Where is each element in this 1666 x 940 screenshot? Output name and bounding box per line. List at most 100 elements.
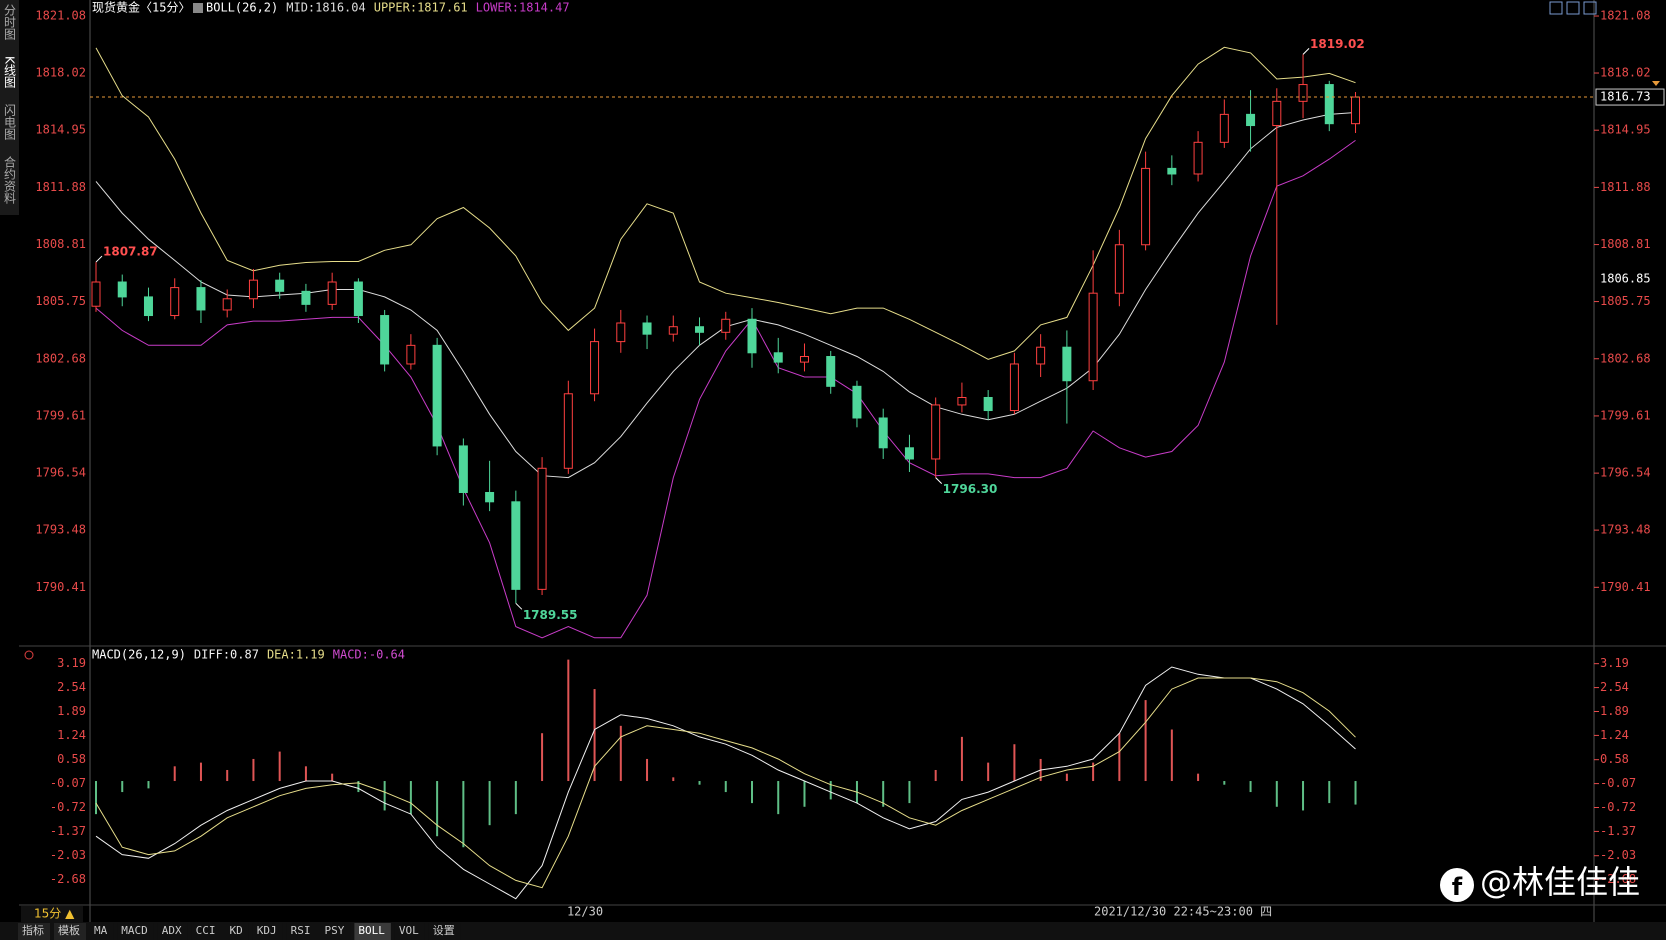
candle-body (1219, 113, 1229, 143)
macd-bar (331, 773, 334, 782)
y-tick-label: 1818.02 (35, 66, 86, 80)
macd-bar (1170, 729, 1173, 782)
annotation: 1807.87 (103, 245, 158, 259)
macd-bar (882, 781, 885, 807)
macd-bar (383, 781, 386, 811)
candle-body (458, 445, 468, 493)
macd-bar (987, 762, 990, 782)
tab[interactable]: PSY (325, 924, 345, 937)
tab[interactable]: 模板 (58, 923, 80, 937)
tab-bg[interactable] (18, 923, 50, 940)
annotation-tick (1302, 48, 1310, 55)
toolbar (0, 922, 1666, 940)
tab-bg[interactable] (191, 923, 222, 940)
macd-bar (1092, 762, 1095, 782)
candle-body (668, 326, 678, 335)
macd-bar (593, 689, 596, 782)
tab-bg[interactable] (252, 923, 283, 940)
annotation-tick (95, 255, 103, 263)
tab-bg[interactable] (286, 923, 317, 940)
macd-bar (1013, 744, 1016, 782)
header-text: BOLL(26,2) (206, 1, 278, 15)
annotation: 1819.02 (1310, 37, 1365, 51)
candle-body (485, 491, 495, 503)
tab-bg[interactable] (394, 923, 425, 940)
y-tick-label-right: 1814.95 (1600, 123, 1651, 137)
candle-body (301, 290, 311, 305)
tab[interactable]: VOL (399, 924, 419, 937)
y-tick-label-right: 2.54 (1600, 680, 1629, 694)
sidebar-tab[interactable]: 合约资料 (3, 155, 17, 204)
macd-bar (304, 766, 307, 782)
tab-bg[interactable] (225, 923, 249, 940)
tab[interactable]: CCI (196, 924, 216, 937)
header-text: DEA:1.19 (267, 648, 325, 662)
candle-body (353, 281, 363, 317)
last-price-box (1595, 88, 1665, 106)
candle-body (642, 322, 652, 335)
button[interactable] (1549, 1, 1563, 15)
macd-bar (1354, 781, 1357, 805)
header-text: LOWER:1814.47 (476, 1, 570, 15)
y-tick-label-right: 3.19 (1600, 656, 1629, 670)
candle-body (721, 318, 731, 333)
candle-body (1324, 84, 1334, 125)
period-box[interactable] (21, 906, 83, 922)
candle-body (537, 467, 547, 590)
tab[interactable]: 设置 (433, 924, 455, 937)
candle-body (773, 352, 783, 363)
tab[interactable]: KD (230, 924, 243, 937)
macd-bar (462, 781, 465, 848)
candle-body (1193, 141, 1203, 175)
candle-body (563, 393, 573, 469)
tab[interactable]: BOLL (358, 924, 385, 937)
macd-bar (95, 781, 97, 815)
candle-body (248, 279, 258, 300)
indicator-line (95, 139, 1356, 639)
tab-bg[interactable] (54, 923, 86, 940)
macd-bar (121, 781, 124, 793)
macd-bar (541, 733, 544, 782)
button[interactable] (1566, 1, 1580, 15)
tab-bg[interactable] (320, 923, 351, 940)
candle-body (852, 385, 862, 419)
tab-bg[interactable] (354, 923, 391, 940)
macd-bar (1302, 781, 1305, 811)
y-tick-label-right: 1808.81 (1600, 237, 1651, 251)
period[interactable]: 15分 ▲ (34, 907, 75, 921)
candle-body (170, 287, 180, 317)
macd-bar (934, 769, 937, 782)
header-text: MID:1816.04 (286, 1, 365, 15)
annotation: 1789.55 (523, 608, 578, 622)
macd-bar (436, 781, 439, 837)
tab[interactable]: MACD (121, 924, 148, 937)
tab-bg[interactable] (117, 923, 154, 940)
sidebar-tab[interactable]: 分时图 (3, 4, 17, 40)
candle-body (1298, 84, 1308, 102)
tab-bg[interactable] (90, 923, 114, 940)
y-tick-label: 1796.54 (35, 466, 86, 480)
y-tick-label-right: 1796.54 (1600, 466, 1651, 480)
macd-bar (908, 781, 911, 804)
tab-bg[interactable] (157, 923, 188, 940)
y-tick-label: 1.89 (57, 704, 86, 718)
tab[interactable]: RSI (291, 924, 311, 937)
tab[interactable]: KDJ (257, 924, 277, 937)
y-tick-label-right: 1821.08 (1600, 9, 1651, 23)
tab[interactable]: 指标 (22, 923, 44, 937)
tab[interactable]: ADX (162, 924, 182, 937)
tab[interactable]: MA (94, 924, 108, 937)
button[interactable] (1583, 1, 1597, 15)
annotation-tick (515, 602, 523, 610)
sidebar-tab[interactable]: K线图 (3, 56, 17, 88)
macd-bar (751, 781, 753, 804)
candle-body (143, 296, 153, 317)
macd-bar (1223, 781, 1226, 785)
tab-bg[interactable] (428, 923, 461, 940)
sidebar-tab[interactable]: 闪电图 (3, 104, 17, 140)
candle-body (1141, 167, 1151, 246)
candle-body (1088, 292, 1098, 382)
macd-bar (1144, 700, 1147, 782)
candle-body (826, 356, 836, 387)
